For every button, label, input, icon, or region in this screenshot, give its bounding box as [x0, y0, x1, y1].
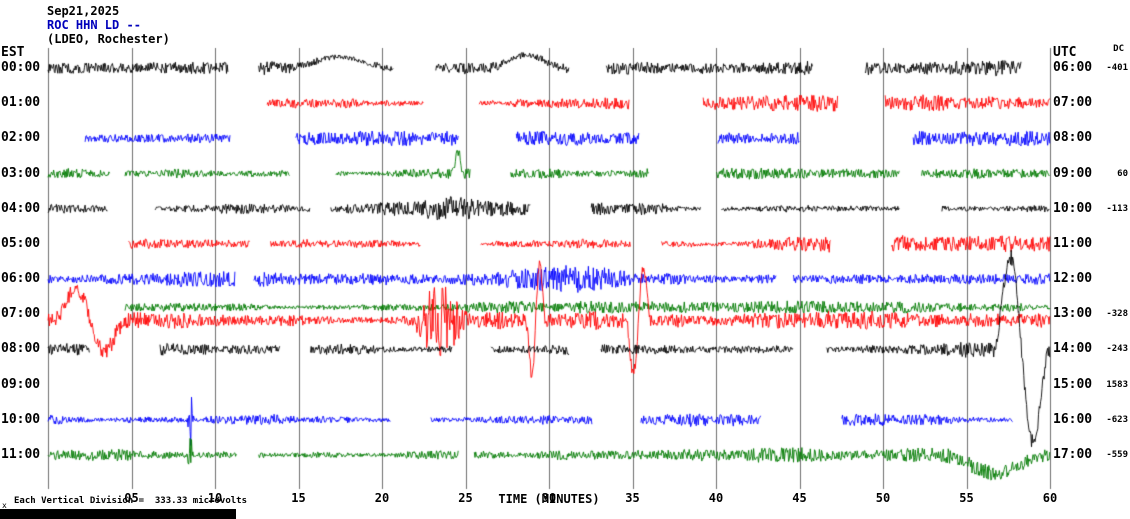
date-label: Sep21,2025	[47, 4, 120, 18]
scale-mark: x	[2, 501, 7, 510]
x-axis-title: TIME (MINUTES)	[498, 492, 600, 506]
station-label: ROC HHN LD --	[47, 18, 141, 32]
location-label: (LDEO, Rochester)	[47, 32, 170, 46]
dc-column-label: DC	[1113, 44, 1124, 54]
est-timezone-label: EST	[1, 45, 25, 60]
footer-bar	[0, 509, 236, 519]
utc-timezone-label: UTC	[1053, 45, 1077, 60]
scale-note: Each Vertical Division = 333.33 microvol…	[14, 496, 247, 506]
